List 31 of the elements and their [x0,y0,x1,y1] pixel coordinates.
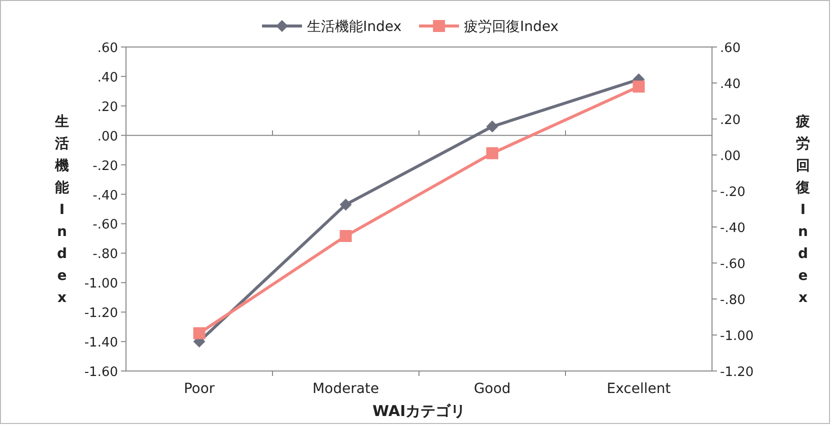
y2-tick-label: .20 [720,113,741,128]
x-tick-label: Excellent [606,381,672,397]
y2-tick-label: -.80 [720,293,746,308]
legend-label: 疲労回復Index [464,19,559,35]
y2-tick-label: -.40 [720,221,746,236]
y-tick-label: -1.20 [84,306,118,322]
y-tick-label: .20 [97,100,118,115]
y2-tick-label: .00 [720,149,741,164]
y-tick-label: -1.40 [84,336,118,351]
y-tick-label: -.80 [92,247,118,262]
y2-tick-label: .60 [720,41,741,56]
y2-tick-label: -1.00 [720,329,754,344]
y2-tick-label: -.60 [720,257,746,272]
x-axis-title: WAIカテゴリ [372,402,466,420]
y2-tick-label: .40 [720,77,741,92]
y2-tick-label: -.20 [720,185,746,200]
y2-tick-label: -1.20 [720,365,754,380]
y-tick-label: -.40 [92,188,118,204]
y-tick-label: .00 [97,129,118,144]
legend-label: 生活機能Index [307,19,402,35]
y-tick-label: .60 [97,41,118,56]
y-tick-label: -.20 [92,158,118,174]
x-tick-label: Poor [184,381,215,397]
y-tick-label: -1.00 [84,276,118,292]
x-tick-label: Good [474,381,511,397]
y-tick-label: -1.60 [84,365,118,380]
y-tick-label: -.60 [92,218,118,233]
text: 疲労回復Index [796,114,810,306]
text: 生活機能Index [55,114,69,306]
y-tick-label: .40 [97,70,118,86]
x-tick-label: Moderate [312,381,380,397]
